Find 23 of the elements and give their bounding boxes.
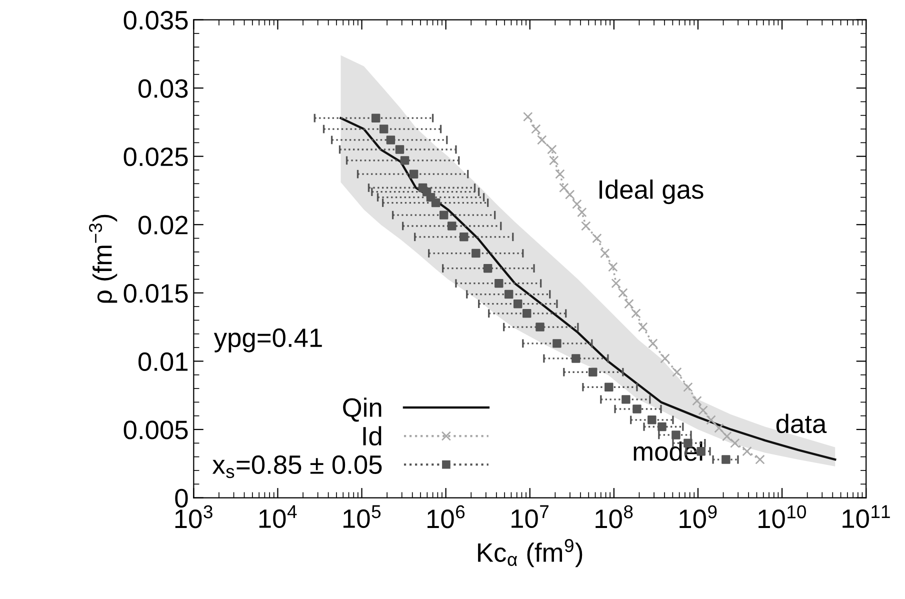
x-tick-label: 10$^{11}$ — [842, 505, 890, 528]
legend-label: x$_{s}$=0.85 ± 0.05 — [212, 455, 382, 478]
annotation: ypg=0.41 — [214, 328, 322, 352]
y-tick-label: 0.015 — [124, 284, 188, 303]
legend-label: Id — [363, 426, 382, 446]
y-tick-label: 0.025 — [124, 147, 188, 166]
annotation: Ideal gas — [600, 180, 704, 204]
x-tick-label: 10$^{8}$ — [596, 505, 633, 528]
x-axis-title: Kc$_{α}$ (fm$^{9}$) — [478, 539, 582, 568]
x-tick-label: 10$^{10}$ — [758, 505, 806, 528]
y-axis-title: ρ (fm$^{−3}$) — [88, 214, 118, 303]
y-tick-label: 0.01 — [138, 352, 188, 372]
x-tick-label: 10$^{4}$ — [259, 505, 297, 528]
x-tick-label: 10$^{9}$ — [680, 505, 717, 528]
y-tick-label: 0.03 — [138, 79, 188, 98]
y-tick-label: 0.035 — [124, 10, 188, 30]
x-tick-label: 10$^{6}$ — [428, 505, 465, 528]
x-tick-label: 10$^{7}$ — [512, 505, 548, 528]
legend-label: Qin — [343, 398, 382, 422]
annotation: data — [776, 414, 827, 434]
y-tick-label: 0.02 — [138, 216, 188, 234]
y-tick-label: 0.005 — [124, 420, 188, 440]
x-tick-label: 10$^{5}$ — [343, 505, 381, 528]
